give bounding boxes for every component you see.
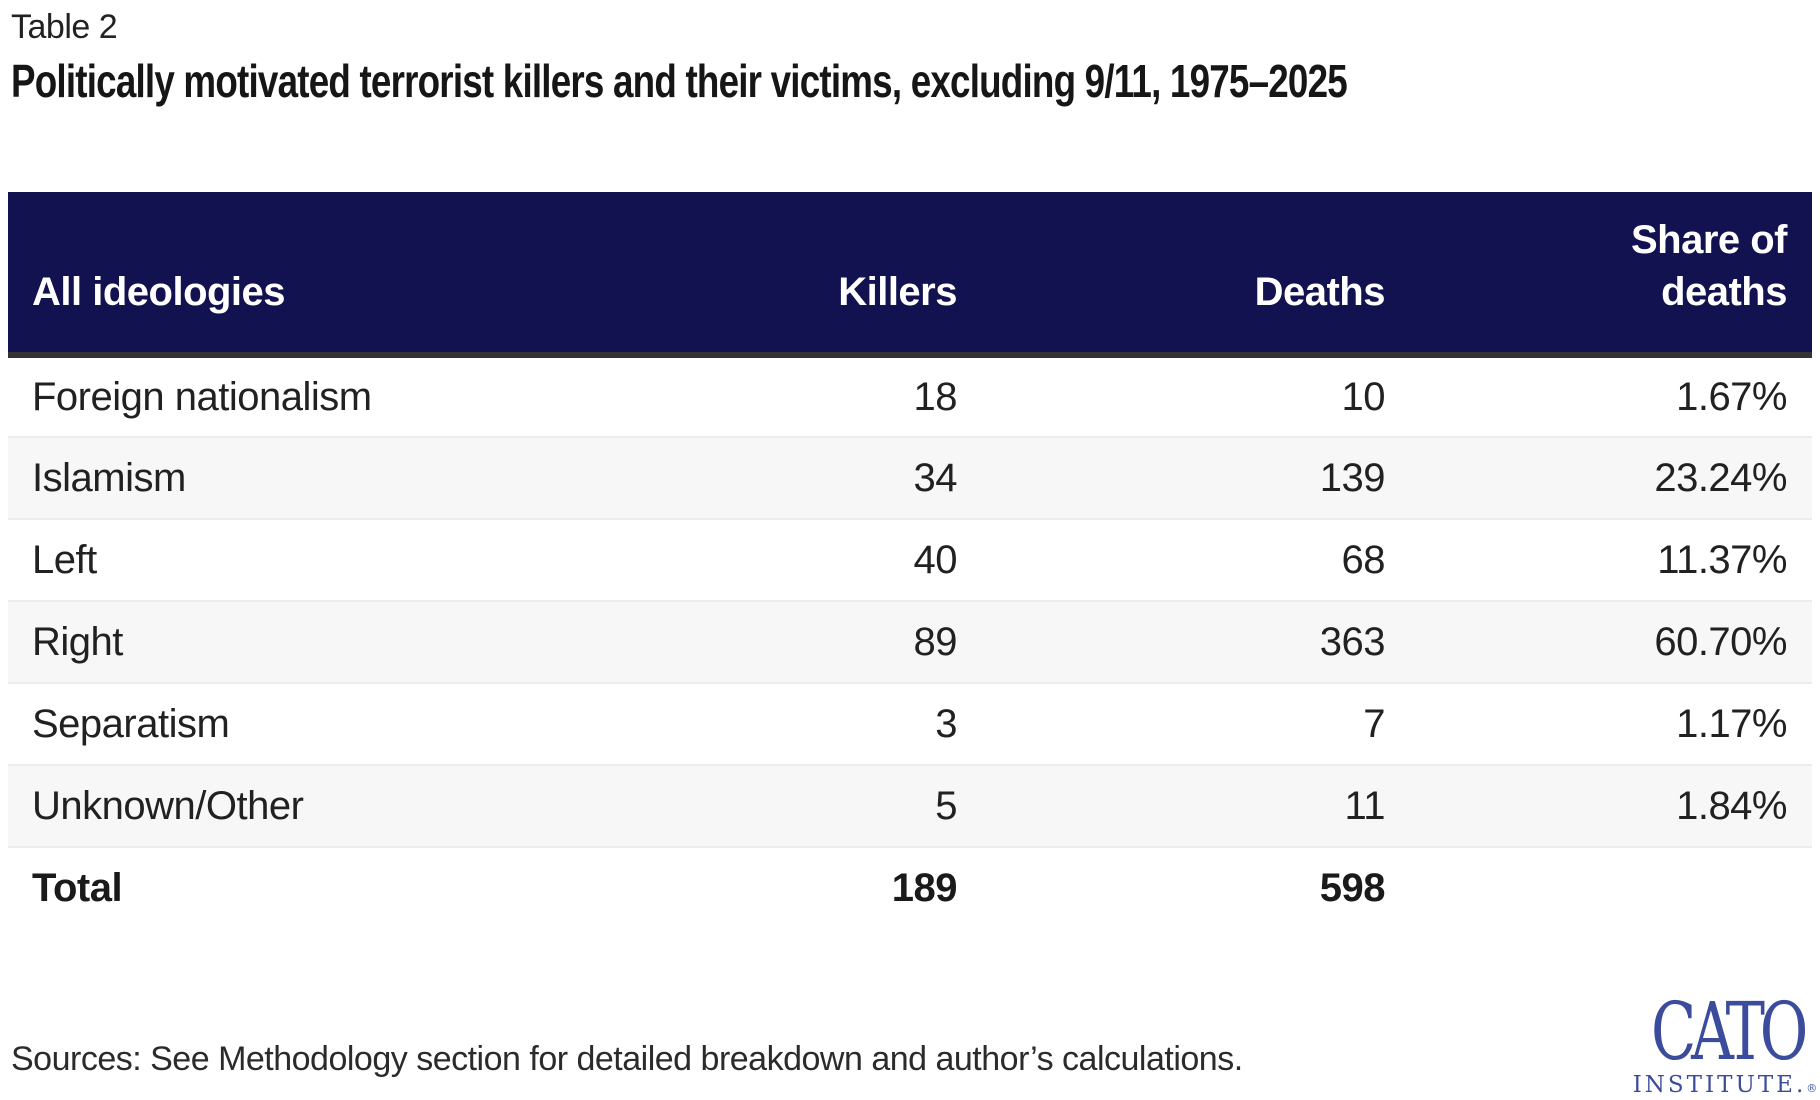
cell-deaths: 10 <box>1341 374 1386 419</box>
header-deaths: Deaths <box>982 192 1410 358</box>
cato-institute-logo: CATO INSTITUTE.® <box>1625 992 1820 1097</box>
cell-share: 1.67% <box>1676 374 1787 419</box>
cell-ideology: Separatism <box>8 682 708 765</box>
logo-institute-text: INSTITUTE. <box>1632 1072 1807 1098</box>
cell-deaths: 68 <box>982 518 1410 601</box>
table-header: All ideologies Killers Deaths Share of d… <box>8 192 1812 358</box>
cell-deaths-total: 598 <box>982 846 1410 929</box>
table-row-islamism: Islamism 34 139 23.24% <box>8 436 1812 519</box>
cell-killers-total: 189 <box>708 846 982 929</box>
header-all-ideologies: All ideologies <box>8 192 708 358</box>
header-share-line-1: Share of <box>1630 218 1788 262</box>
cell-killers: 18 <box>913 374 958 419</box>
cell-ideology: Left <box>8 518 708 601</box>
cell-share: 1.17% <box>1410 682 1812 765</box>
header-row: All ideologies Killers Deaths Share of d… <box>8 192 1812 358</box>
header-share-of-deaths: Share of deaths <box>1410 192 1812 358</box>
table-row-left: Left 40 68 11.37% <box>8 518 1812 601</box>
header-killers: Killers <box>708 192 982 358</box>
cell-killers: 40 <box>708 518 982 601</box>
cell-ideology: Islamism <box>8 436 708 519</box>
table-row-unknown-other: Unknown/Other 5 11 1.84% <box>8 764 1812 847</box>
header-share-line-2: deaths <box>1661 270 1787 314</box>
cell-deaths: 11 <box>982 764 1410 847</box>
ideology-data-table: All ideologies Killers Deaths Share of d… <box>8 192 1812 929</box>
cell-killers: 5 <box>708 764 982 847</box>
cell-killers: 3 <box>708 682 982 765</box>
sources-note: Sources: See Methodology section for det… <box>11 1040 1243 1078</box>
cell-share: 1.84% <box>1410 764 1812 847</box>
cell-ideology-total: Total <box>8 846 708 929</box>
table-row-foreign-nationalism: Foreign nationalism 18 10 1.67% <box>8 355 1812 437</box>
cell-share-total <box>1410 846 1812 929</box>
cell-ideology: Unknown/Other <box>8 764 708 847</box>
logo-institute-wordmark: INSTITUTE.® <box>1625 1074 1820 1097</box>
table-number-label: Table 2 <box>11 8 118 46</box>
table-body: Foreign nationalism 18 10 1.67% Islamism… <box>8 355 1812 929</box>
cell-killers: 34 <box>708 436 982 519</box>
table-row-separatism: Separatism 3 7 1.17% <box>8 682 1812 765</box>
cell-deaths: 7 <box>982 682 1410 765</box>
cell-share: 11.37% <box>1410 518 1812 601</box>
cell-deaths: 363 <box>982 600 1410 683</box>
cell-ideology: Foreign nationalism <box>32 374 372 419</box>
cell-ideology: Right <box>8 600 708 683</box>
cell-share: 23.24% <box>1410 436 1812 519</box>
figure-title: Politically motivated terrorist killers … <box>11 55 1348 107</box>
cell-deaths: 139 <box>982 436 1410 519</box>
cell-killers: 89 <box>708 600 982 683</box>
registered-trademark-icon: ® <box>1806 1082 1818 1095</box>
logo-cato-wordmark: CATO <box>1651 985 1808 1078</box>
table-row-right: Right 89 363 60.70% <box>8 600 1812 683</box>
cell-share: 60.70% <box>1410 600 1812 683</box>
table-row-total: Total 189 598 <box>8 846 1812 929</box>
